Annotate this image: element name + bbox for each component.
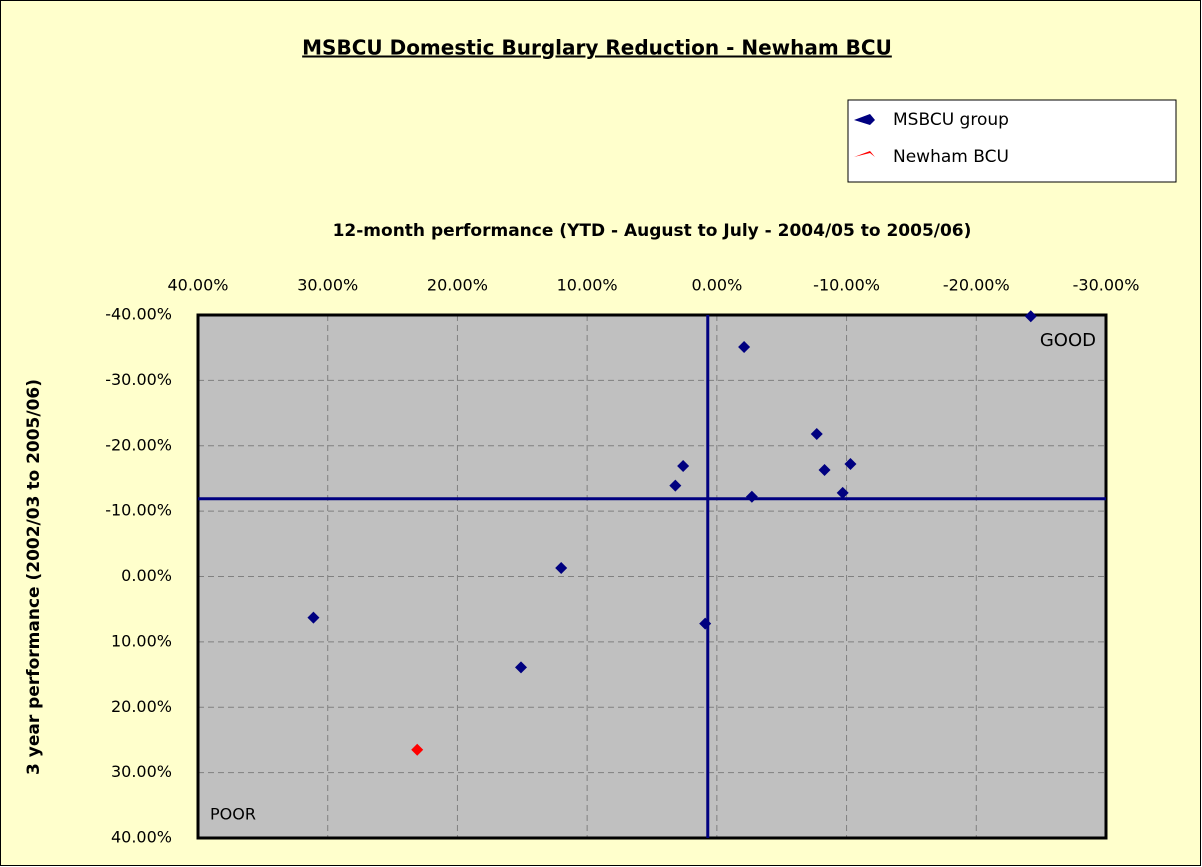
data-point — [745, 490, 758, 503]
x-tick-label: 10.00% — [557, 276, 618, 295]
y-tick-label: 20.00% — [111, 697, 172, 716]
x-tick-label: 40.00% — [167, 276, 228, 295]
x-tick-label: -10.00% — [813, 276, 880, 295]
annotation: GOOD — [1040, 330, 1096, 351]
x-axis-title: 12-month performance (YTD - August to Ju… — [333, 221, 972, 241]
data-point — [1024, 310, 1037, 323]
data-point — [810, 427, 823, 440]
data-point — [844, 458, 857, 471]
data-point — [555, 562, 568, 575]
y-tick-label: -40.00% — [105, 305, 172, 324]
data-point — [514, 661, 527, 674]
x-tick-label: -30.00% — [1073, 276, 1140, 295]
legend-box — [847, 99, 1177, 183]
legend-label: Newham BCU — [893, 147, 1009, 167]
x-tick-label: 30.00% — [297, 276, 358, 295]
data-point — [307, 611, 320, 624]
data-point — [738, 341, 751, 354]
y-tick-label: 0.00% — [121, 566, 172, 585]
y-tick-label: -20.00% — [105, 435, 172, 454]
annotation: POOR — [210, 805, 256, 824]
legend-marker — [854, 114, 875, 125]
plot-border — [196, 313, 1108, 840]
x-tick-label: 0.00% — [691, 276, 742, 295]
legend-label: MSBCU group — [893, 110, 1009, 130]
x-tick-label: 20.00% — [427, 276, 488, 295]
legend-marker — [854, 151, 875, 157]
data-point — [836, 486, 849, 499]
data-point — [411, 743, 424, 756]
chart-title: MSBCU Domestic Burglary Reduction - Newh… — [302, 36, 892, 60]
data-point — [818, 463, 831, 476]
data-point — [677, 460, 690, 473]
y-axis-title: 3 year performance (2002/03 to 2005/06) — [24, 379, 44, 775]
y-tick-label: 10.00% — [111, 631, 172, 650]
y-tick-label: -30.00% — [105, 370, 172, 389]
data-point — [699, 617, 712, 630]
y-tick-label: -10.00% — [105, 501, 172, 520]
y-tick-label: 30.00% — [111, 762, 172, 781]
x-tick-label: -20.00% — [943, 276, 1010, 295]
y-tick-label: 40.00% — [111, 828, 172, 847]
data-point — [669, 479, 682, 492]
